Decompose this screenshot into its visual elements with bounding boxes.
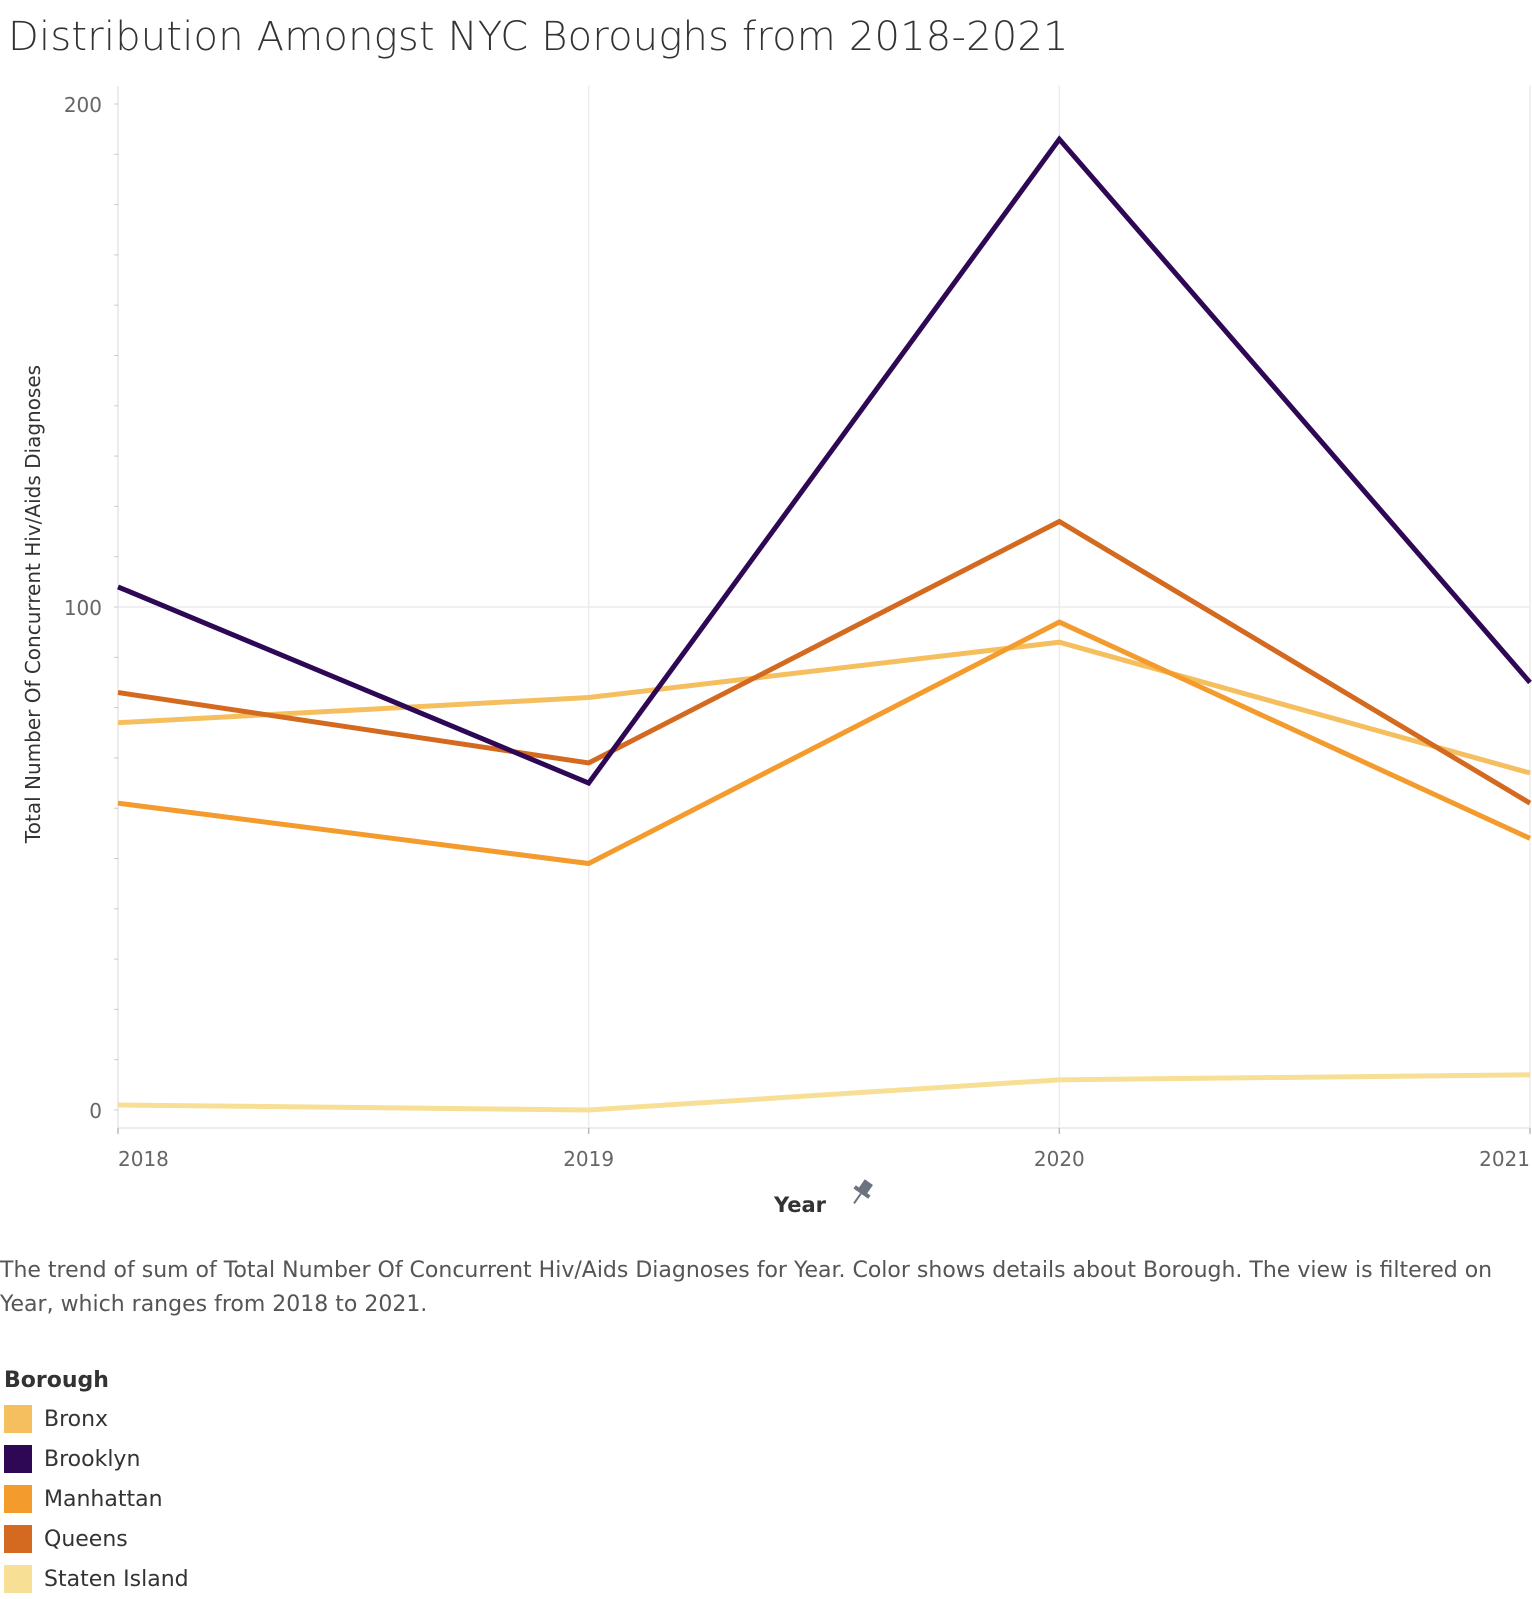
legend-label: Brooklyn [44, 1446, 141, 1472]
x-tick-label: 2018 [118, 1147, 169, 1171]
series-line-bronx[interactable] [117, 639, 1531, 776]
legend-item-manhattan[interactable]: Manhattan [4, 1479, 189, 1519]
legend-swatch [4, 1485, 32, 1513]
series-lines [117, 135, 1532, 1113]
x-axis-label: Year [773, 1193, 827, 1217]
grid [114, 86, 1531, 1134]
legend-label: Manhattan [44, 1486, 163, 1512]
legend-item-brooklyn[interactable]: Brooklyn [4, 1439, 189, 1479]
legend-swatch [4, 1565, 32, 1593]
series-line-manhattan[interactable] [117, 619, 1532, 867]
legend-label: Bronx [44, 1406, 109, 1432]
series-line-queens[interactable] [117, 518, 1532, 806]
legend-swatch [4, 1405, 32, 1433]
chart-title: Distribution Amongst NYC Boroughs from 2… [8, 14, 1069, 60]
legend-item-bronx[interactable]: Bronx [4, 1399, 189, 1439]
chart-caption: The trend of sum of Total Number Of Conc… [0, 1258, 1493, 1317]
x-tick-label: 2020 [1034, 1147, 1085, 1171]
x-tick-label: 2021 [1479, 1147, 1530, 1171]
legend-label: Queens [44, 1526, 128, 1552]
series-line-brooklyn[interactable] [117, 135, 1532, 787]
x-axis: 2018 2019 2020 2021 [118, 1147, 1530, 1171]
y-tick-label: 0 [89, 1099, 102, 1123]
legend-title: Borough [4, 1368, 109, 1393]
pin-icon[interactable] [847, 1177, 877, 1209]
legend-item-staten-island[interactable]: Staten Island [4, 1559, 189, 1599]
x-tick-label: 2019 [563, 1147, 614, 1171]
y-axis-label: Total Number Of Concurrent Hiv/Aids Diag… [21, 365, 45, 844]
y-tick-label: 200 [64, 93, 102, 117]
legend: Borough Bronx Brooklyn Manhattan Queens Stat… [4, 1368, 189, 1599]
legend-item-queens[interactable]: Queens [4, 1519, 189, 1559]
y-axis: 0 100 200 [64, 93, 102, 1123]
series-line-staten-island[interactable] [117, 1072, 1531, 1113]
y-tick-label: 100 [64, 596, 102, 620]
legend-label: Staten Island [44, 1566, 189, 1592]
line-chart: 0 100 200 2018 2019 2020 2021 Total Number Of… [21, 86, 1532, 1217]
legend-swatch [4, 1525, 32, 1553]
legend-swatch [4, 1445, 32, 1473]
